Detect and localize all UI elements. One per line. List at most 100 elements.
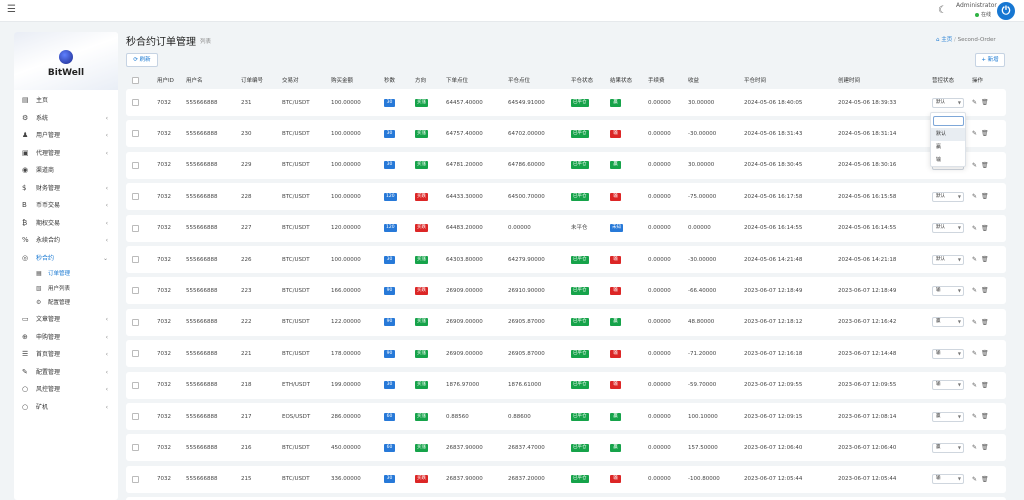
edit-icon[interactable]: ✎ [972,161,978,169]
sidebar-item[interactable]: ✎ 配置管理 ‹ [14,364,118,382]
table-row[interactable]: 7032 555666888 229 BTC/USDT 100.00000 30 买涨 647… [126,151,1006,179]
edit-icon[interactable]: ✎ [972,287,978,295]
row-checkbox[interactable] [132,256,139,263]
dropdown-option[interactable]: 赢 [936,144,942,150]
edit-icon[interactable]: ✎ [972,350,978,358]
hamburger-icon[interactable]: ☰ [7,4,16,15]
edit-icon[interactable]: ✎ [972,99,978,106]
edit-icon[interactable]: ✎ [972,224,978,232]
edit-icon[interactable]: ✎ [972,318,978,326]
table-row[interactable]: 7032 555666888 222 BTC/USDT 122.00000 90 买涨 269… [126,308,1006,336]
dropdown-option[interactable]: 默认 [931,128,965,141]
column-header-name[interactable]: 用户名 [186,78,203,84]
sidebar-subitem[interactable]: ▦ 订单管理 [14,267,118,282]
table-row[interactable]: 7032 555666888 223 BTC/USDT 166.00000 90 买跌 269… [126,277,1006,305]
control-select[interactable]: 输 ▼ [932,380,964,391]
trash-icon[interactable]: 🗑 [981,318,989,326]
column-header-open[interactable]: 下单点位 [446,78,469,84]
trash-icon[interactable]: 🗑 [981,475,989,483]
column-header-result[interactable]: 结果状态 [610,78,633,84]
edit-icon[interactable]: ✎ [972,256,978,263]
table-row[interactable]: 7032 555666888 221 BTC/USDT 178.00000 90 买涨 269… [126,340,1006,368]
power-icon[interactable]: ⏻ [997,2,1015,20]
sidebar-item[interactable]: ₿ 期权交易 ‹ [14,215,118,233]
column-header-order[interactable]: 订单编号 [241,78,264,84]
sidebar-item[interactable]: ▤ 主页 [14,92,118,110]
table-row[interactable]: 7032555666888214BTC/USDT176.00000150买涨26… [126,497,1006,500]
column-header-status[interactable]: 平仓状态 [571,78,594,84]
sidebar-item[interactable]: ⊕ 申购管理 ‹ [14,329,118,347]
sidebar-item[interactable]: % 永续合约 ‹ [14,232,118,250]
dropdown-search-input[interactable] [933,116,964,126]
trash-icon[interactable]: 🗑 [981,444,989,452]
column-header-close[interactable]: 平仓点位 [508,78,531,84]
row-checkbox[interactable] [132,413,139,420]
sidebar-subitem[interactable]: ⚙ 配置管理 [14,296,118,311]
table-row[interactable]: 7032 555666888 231 BTC/USDT 100.00000 30 买涨 644… [126,89,1006,116]
trash-icon[interactable]: 🗑 [981,287,989,295]
control-select[interactable]: 输 ▼ [932,474,964,485]
edit-icon[interactable]: ✎ [972,193,978,201]
trash-icon[interactable]: 🗑 [981,381,989,389]
column-header-create_time[interactable]: 创建时间 [838,78,861,84]
trash-icon[interactable]: 🗑 [981,224,989,232]
sidebar-item[interactable]: ○ 风控管理 ‹ [14,381,118,399]
refresh-button[interactable]: ⟳ 刷新 [126,53,158,67]
column-header-fee[interactable]: 手续费 [648,78,665,84]
column-header-secs[interactable]: 秒数 [384,78,396,84]
row-checkbox[interactable] [132,130,139,138]
control-select[interactable]: 输 ▼ [932,285,964,296]
row-checkbox[interactable] [132,287,139,295]
row-checkbox[interactable] [132,318,139,326]
edit-icon[interactable]: ✎ [972,413,978,420]
row-checkbox[interactable] [132,444,139,452]
column-header-amount[interactable]: 购买金额 [331,78,354,84]
table-row[interactable]: 7032 555666888 215 BTC/USDT 336.00000 30 买跌 268… [126,465,1006,493]
table-row[interactable]: 7032 555666888 226 BTC/USDT 100.00000 30 买涨 643… [126,246,1006,273]
sidebar-item[interactable]: ♟ 用户管理 ‹ [14,127,118,145]
row-checkbox[interactable] [132,193,139,201]
control-select[interactable]: 输 ▼ [932,348,964,359]
control-select[interactable]: 赢 ▼ [932,411,964,422]
sidebar-subitem[interactable]: ▧ 用户列表 [14,282,118,297]
row-checkbox[interactable] [132,161,139,169]
sidebar-item[interactable]: ▣ 代理管理 ‹ [14,145,118,163]
control-select[interactable]: 默认 ▼ [932,223,964,234]
sidebar-item[interactable]: ◉ 渠道商 [14,162,118,180]
trash-icon[interactable]: 🗑 [981,413,989,420]
admin-name[interactable]: Administrator [956,2,997,9]
sidebar-item[interactable]: ▭ 文章管理 ‹ [14,311,118,329]
sidebar-item[interactable]: ☰ 首页管理 ‹ [14,346,118,364]
edit-icon[interactable]: ✎ [972,130,978,138]
control-select[interactable]: 默认 ▼ [932,97,964,108]
column-header-control[interactable]: 营控状态 [932,78,955,84]
row-checkbox[interactable] [132,381,139,389]
table-row[interactable]: 7032 555666888 218 ETH/USDT 199.00000 30 买涨 187… [126,371,1006,399]
column-header-pair[interactable]: 交易对 [282,78,299,84]
sidebar-item[interactable]: ⚙ 系统 ‹ [14,110,118,128]
moon-icon[interactable]: ☾ [938,5,947,16]
column-header-profit[interactable]: 收益 [688,78,700,84]
trash-icon[interactable]: 🗑 [981,256,989,263]
control-select[interactable]: 默认 ▼ [932,191,964,202]
edit-icon[interactable]: ✎ [972,475,978,483]
control-select[interactable]: 赢 ▼ [932,442,964,453]
table-row[interactable]: 7032 555666888 227 BTC/USDT 120.00000 120 买跌 64… [126,214,1006,242]
trash-icon[interactable]: 🗑 [981,99,989,106]
control-select[interactable]: 默认 ▼ [932,254,964,265]
column-header-close_time[interactable]: 平仓时间 [744,78,767,84]
add-button[interactable]: + 新增 [975,53,1005,67]
column-header-actions[interactable]: 操作 [972,78,984,84]
breadcrumb-home[interactable]: 主页 [941,37,953,43]
column-header-dir[interactable]: 方向 [415,78,427,84]
dropdown-option[interactable]: 输 [936,157,942,163]
trash-icon[interactable]: 🗑 [981,161,989,169]
edit-icon[interactable]: ✎ [972,381,978,389]
row-checkbox[interactable] [132,99,139,106]
table-row[interactable]: 7032 555666888 216 BTC/USDT 450.00000 60 买涨 268… [126,434,1006,462]
control-select[interactable]: 赢 ▼ [932,317,964,328]
sidebar-item[interactable]: ○ 矿机 ‹ [14,399,118,417]
select-all-checkbox[interactable] [132,76,139,84]
sidebar-item[interactable]: B 币币交易 ‹ [14,197,118,215]
trash-icon[interactable]: 🗑 [981,130,989,138]
